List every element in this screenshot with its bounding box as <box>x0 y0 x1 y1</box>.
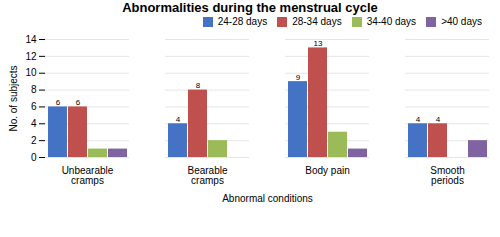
svg-text:4: 4 <box>31 118 37 129</box>
svg-text:Abnormal conditions: Abnormal conditions <box>222 193 313 204</box>
svg-text:Smoothperiods: Smoothperiods <box>430 165 464 186</box>
svg-text:4: 4 <box>176 115 181 124</box>
html-text:28-34 days: 28-34 days <box>292 16 342 27</box>
svg-text:6: 6 <box>76 98 81 107</box>
svg-text:6: 6 <box>31 101 37 112</box>
svg-text:10: 10 <box>25 67 37 78</box>
svg-text:0: 0 <box>31 152 37 163</box>
svg-text:14: 14 <box>25 34 37 45</box>
svg-text:4: 4 <box>436 115 441 124</box>
svg-text:8: 8 <box>196 81 201 90</box>
html-text:>40 days: >40 days <box>441 16 482 27</box>
html-text:34-40 days: 34-40 days <box>366 16 417 27</box>
svg-text:2: 2 <box>31 135 37 146</box>
svg-text:Unbearablecramps: Unbearablecramps <box>62 165 114 186</box>
svg-text:4: 4 <box>416 115 421 124</box>
svg-text:No. of subjects: No. of subjects <box>8 65 19 131</box>
svg-text:13: 13 <box>314 39 323 48</box>
svg-text:Bearablecramps: Bearablecramps <box>187 165 227 186</box>
html-text:24-28 days: 24-28 days <box>217 16 268 27</box>
svg-text:Body pain: Body pain <box>305 165 349 176</box>
svg-text:12: 12 <box>25 51 37 62</box>
html-text:Abnormalities during the menst: Abnormalities during the menstrual cycle <box>122 0 378 15</box>
svg-text:8: 8 <box>31 84 37 95</box>
svg-text:9: 9 <box>296 73 301 82</box>
svg-text:6: 6 <box>56 98 61 107</box>
